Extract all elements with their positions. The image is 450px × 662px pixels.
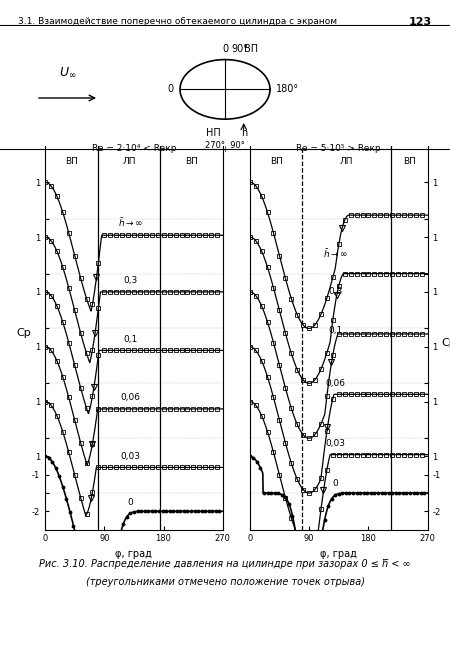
Text: 0,3: 0,3 bbox=[328, 287, 342, 295]
Text: 123: 123 bbox=[409, 17, 432, 26]
Text: ЛП: ЛП bbox=[340, 157, 354, 166]
Y-axis label: Cр: Cр bbox=[441, 338, 450, 348]
Text: $U_\infty$: $U_\infty$ bbox=[59, 66, 76, 79]
Text: $\bar{h}\to\infty$: $\bar{h}\to\infty$ bbox=[118, 216, 143, 228]
Text: 0,1: 0,1 bbox=[328, 326, 342, 336]
Text: 270°  90°: 270° 90° bbox=[205, 141, 245, 150]
Text: 0: 0 bbox=[333, 479, 338, 489]
Text: ВП: ВП bbox=[403, 157, 416, 166]
Text: Re = 2·10⁴ < Reкр: Re = 2·10⁴ < Reкр bbox=[92, 144, 176, 154]
Text: h: h bbox=[241, 128, 247, 138]
Text: 90°: 90° bbox=[231, 44, 248, 54]
Text: ВП: ВП bbox=[185, 157, 198, 166]
Text: Re = 5·10⁵ > Reкр: Re = 5·10⁵ > Reкр bbox=[296, 144, 381, 154]
Y-axis label: Cр: Cр bbox=[16, 328, 31, 338]
Text: 0,06: 0,06 bbox=[325, 379, 345, 388]
Text: ВП: ВП bbox=[65, 157, 78, 166]
Text: ВП: ВП bbox=[244, 44, 258, 54]
Text: 0,1: 0,1 bbox=[123, 335, 138, 344]
Text: НП: НП bbox=[207, 128, 221, 138]
Text: 0: 0 bbox=[222, 44, 228, 54]
Text: 0: 0 bbox=[168, 84, 174, 95]
Text: 0,03: 0,03 bbox=[121, 452, 140, 461]
Text: Рис. 3.10. Распределение давления на цилиндре при зазорах 0 ≤ h̅ < ∞: Рис. 3.10. Распределение давления на цил… bbox=[39, 559, 411, 569]
Text: ЛП: ЛП bbox=[122, 157, 136, 166]
Text: 0,06: 0,06 bbox=[121, 393, 140, 402]
Text: 0,3: 0,3 bbox=[123, 276, 138, 285]
Text: (треугольниками отмечено положение точек отрыва): (треугольниками отмечено положение точек… bbox=[86, 577, 365, 587]
Text: 0,03: 0,03 bbox=[325, 439, 345, 448]
Text: 180°: 180° bbox=[276, 84, 299, 95]
Text: 3.1. Взаимодействие поперечно обтекаемого цилиндра с экраном: 3.1. Взаимодействие поперечно обтекаемог… bbox=[18, 17, 337, 26]
X-axis label: φ, град: φ, град bbox=[320, 549, 357, 559]
Text: ВП: ВП bbox=[270, 157, 283, 166]
Text: $\bar{h}\to\infty$: $\bar{h}\to\infty$ bbox=[323, 247, 348, 260]
X-axis label: φ, град: φ, град bbox=[116, 549, 152, 559]
Text: 0: 0 bbox=[128, 498, 134, 506]
